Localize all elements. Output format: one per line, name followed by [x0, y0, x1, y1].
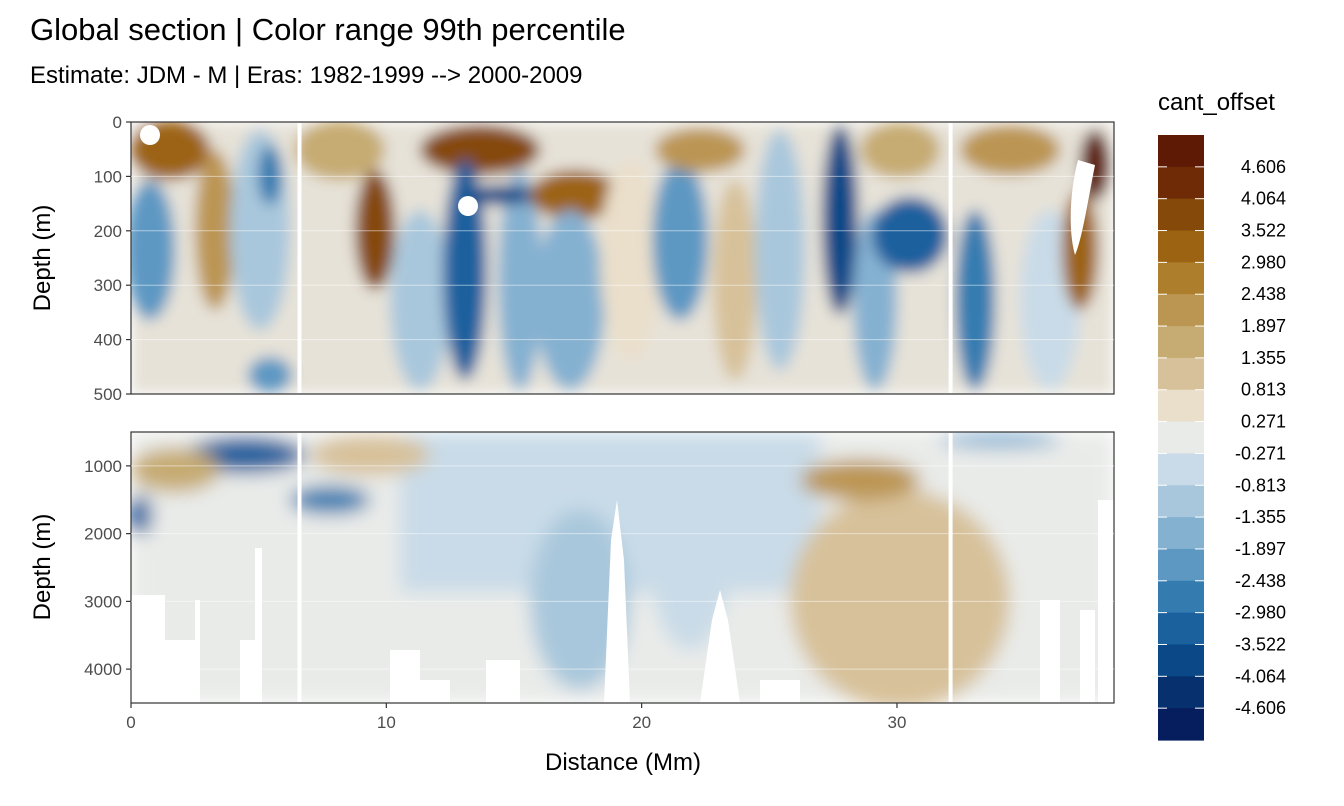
legend-label-15: -3.522	[1235, 634, 1286, 654]
x-tick-label-0: 0	[126, 713, 135, 732]
y-tick-label-0-0: 0	[113, 113, 122, 132]
legend-swatch-0	[1158, 135, 1204, 168]
y-tick-label-1-3: 4000	[84, 660, 122, 679]
legend-swatch-4	[1158, 262, 1204, 295]
legend: 4.606 4.064 3.522 2.980 2.438 1.897 1.355 0.813…	[1158, 135, 1286, 741]
legend-swatch-16	[1158, 644, 1204, 677]
legend-label-8: 0.271	[1241, 412, 1286, 432]
x-tick-label-2: 20	[632, 713, 651, 732]
legend-label-13: -2.438	[1235, 571, 1286, 591]
legend-label-4: 2.438	[1241, 284, 1286, 304]
legend-label-6: 1.355	[1241, 348, 1286, 368]
legend-label-3: 2.980	[1241, 252, 1286, 272]
legend-label-0: 4.606	[1241, 157, 1286, 177]
y-tick-label-1-0: 1000	[84, 457, 122, 476]
y-tick-label-1-1: 2000	[84, 525, 122, 544]
legend-label-14: -2.980	[1235, 603, 1286, 623]
x-axis-title: Distance (Mm)	[545, 749, 701, 776]
legend-label-7: 0.813	[1241, 380, 1286, 400]
y-tick-label-0-1: 100	[94, 167, 122, 186]
legend-label-12: -1.897	[1235, 539, 1286, 559]
legend-label-2: 3.522	[1241, 221, 1286, 241]
legend-swatch-5	[1158, 294, 1204, 327]
chart-title: Global section | Color range 99th percen…	[30, 12, 626, 47]
legend-swatch-2	[1158, 198, 1204, 232]
legend-swatch-1	[1158, 166, 1204, 200]
legend-title: cant_offset	[1158, 89, 1275, 116]
legend-swatch-6	[1158, 326, 1204, 359]
legend-swatch-9	[1158, 421, 1204, 455]
legend-label-11: -1.355	[1235, 507, 1286, 527]
legend-label-9: -0.271	[1235, 443, 1286, 463]
x-tick-label-3: 30	[888, 713, 907, 732]
y-tick-label-0-2: 200	[94, 222, 122, 241]
legend-label-5: 1.897	[1241, 316, 1286, 336]
legend-swatch-11	[1158, 485, 1204, 518]
legend-swatch-10	[1158, 453, 1204, 486]
legend-swatch-8	[1158, 389, 1204, 423]
legend-swatch-17	[1158, 676, 1204, 709]
white-gap-lines	[297, 123, 953, 702]
y-axis-title-upper: Depth (m)	[29, 205, 56, 312]
legend-swatch-13	[1158, 548, 1204, 582]
legend-swatch-12	[1158, 517, 1204, 550]
chart-subtitle: Estimate: JDM - M | Eras: 1982-1999 --> …	[30, 62, 583, 89]
x-tick-label-1: 10	[377, 713, 396, 732]
y-tick-label-1-2: 3000	[84, 592, 122, 611]
legend-swatch-15	[1158, 612, 1204, 646]
legend-label-16: -4.064	[1235, 666, 1286, 686]
y-tick-label-0-3: 300	[94, 276, 122, 295]
legend-swatch-18	[1158, 708, 1204, 741]
upper-panel	[130, 121, 1115, 395]
legend-swatch-3	[1158, 230, 1204, 263]
y-tick-label-0-5: 500	[94, 385, 122, 404]
lower-panel	[130, 431, 1115, 704]
y-axis-title-lower: Depth (m)	[29, 514, 56, 621]
axes: 0 100 200 300 400 500 1000 2000 3000 4000 0 10 20 30	[84, 113, 1114, 732]
y-tick-label-0-4: 400	[94, 331, 122, 350]
legend-label-1: 4.064	[1241, 189, 1286, 209]
legend-swatch-7	[1158, 357, 1204, 391]
lower-heatmap-field	[131, 432, 1114, 703]
upper-heatmap-field	[131, 122, 1114, 394]
legend-label-17: -4.606	[1235, 698, 1286, 718]
legend-swatch-14	[1158, 580, 1204, 614]
legend-label-10: -0.813	[1235, 475, 1286, 495]
